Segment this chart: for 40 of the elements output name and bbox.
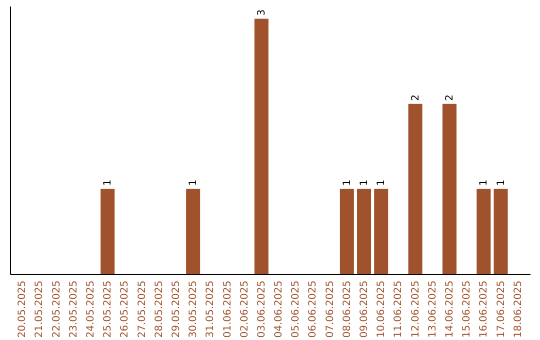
x-tick-label: 12.06.2025 (410, 280, 422, 338)
x-tick-label: 25.05.2025 (102, 280, 114, 338)
x-tick-label: 14.06.2025 (444, 280, 456, 338)
x-tick-label: 26.05.2025 (120, 280, 131, 338)
data-label: 1 (496, 180, 507, 186)
x-tick-label: 24.05.2025 (86, 280, 97, 338)
data-label: 3 (256, 9, 268, 16)
x-tick-label: 10.06.2025 (376, 280, 388, 338)
x-tick-label: 06.06.2025 (308, 280, 319, 338)
data-label: 1 (359, 180, 370, 186)
x-tick-label: 15.06.2025 (462, 280, 473, 338)
x-tick-label: 27.05.2025 (136, 280, 148, 338)
x-tick-label: 11.06.2025 (393, 280, 404, 338)
x-tick-label: 30.05.2025 (188, 280, 200, 338)
data-label: 1 (478, 180, 490, 186)
x-tick-label: 18.06.2025 (512, 280, 524, 338)
x-tick-label: 23.05.2025 (68, 280, 80, 338)
x-tick-label: 17.06.2025 (496, 280, 507, 338)
x-tick-label: 20.05.2025 (17, 280, 28, 338)
x-tick-label: 16.06.2025 (478, 280, 490, 338)
x-tick-label: 22.05.2025 (51, 280, 62, 338)
x-tick-label: 07.06.2025 (324, 280, 336, 338)
x-tick-label: 05.06.2025 (290, 280, 302, 338)
x-tick-label: 02.06.2025 (239, 280, 250, 338)
x-tick-label: 08.06.2025 (342, 280, 353, 338)
x-tick-label: 28.05.2025 (154, 280, 165, 338)
data-label: 1 (102, 180, 114, 186)
data-label: 2 (410, 94, 422, 101)
data-label: 1 (188, 180, 200, 186)
x-tick-label: 21.05.2025 (34, 280, 46, 338)
x-tick-label: 13.06.2025 (427, 280, 438, 338)
x-tick-label: 29.05.2025 (170, 280, 182, 338)
data-label: 1 (376, 180, 388, 186)
data-label: 1 (342, 180, 353, 186)
x-tick-label: 03.06.2025 (256, 280, 268, 338)
x-tick-label: 04.06.2025 (274, 280, 285, 338)
x-tick-label: 09.06.2025 (359, 280, 370, 338)
data-label: 2 (444, 94, 456, 101)
x-tick-label: 31.05.2025 (205, 280, 216, 338)
x-tick-label: 01.06.2025 (222, 280, 234, 338)
